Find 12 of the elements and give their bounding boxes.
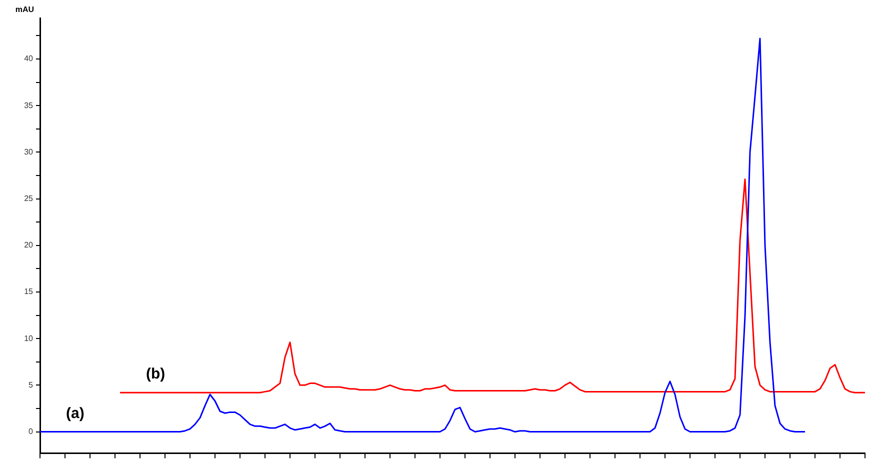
y-tick-label: 30: [24, 147, 34, 156]
series-label: (a): [66, 404, 84, 422]
y-tick-label: 40: [24, 54, 34, 64]
series-label: (b): [146, 366, 166, 383]
y-tick-label: 20: [24, 240, 34, 250]
y-tick-label: 35: [24, 100, 34, 110]
y-tick-label: 5: [28, 380, 34, 390]
y-tick-label: 10: [24, 334, 34, 343]
y-axis-title: mAU: [15, 5, 34, 14]
y-tick-label: 0: [28, 426, 34, 436]
y-tick-label: 15: [24, 287, 34, 296]
y-tick-label: 25: [24, 194, 34, 203]
